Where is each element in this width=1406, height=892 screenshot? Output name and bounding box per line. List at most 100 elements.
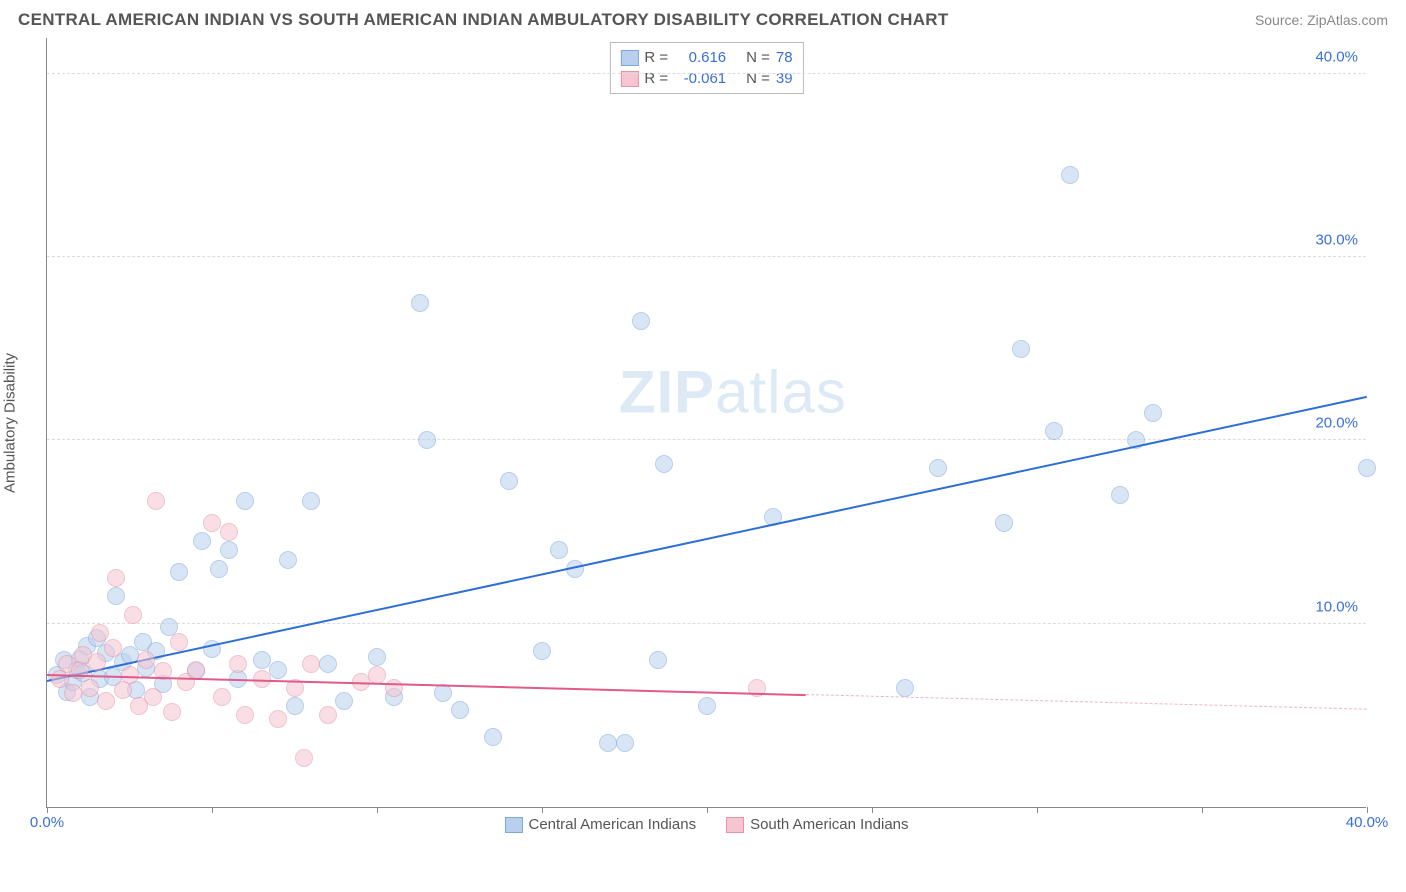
legend-n-value: 78 <box>776 49 793 66</box>
data-point <box>236 492 254 510</box>
data-point <box>500 472 518 490</box>
data-point <box>411 294 429 312</box>
data-point <box>319 706 337 724</box>
data-point <box>335 692 353 710</box>
data-point <box>104 639 122 657</box>
data-point <box>91 624 109 642</box>
data-point <box>279 551 297 569</box>
y-tick-label: 20.0% <box>1315 415 1358 432</box>
data-point <box>1358 459 1376 477</box>
legend-series-name: Central American Indians <box>528 816 696 833</box>
y-tick-label: 10.0% <box>1315 598 1358 615</box>
data-point <box>170 563 188 581</box>
scatter-plot-area: ZIPatlas R =0.616N =78R =-0.061N =39 Cen… <box>46 38 1366 808</box>
data-point <box>269 661 287 679</box>
legend-item: Central American Indians <box>504 816 696 833</box>
legend-row: R = 0.616 N = 78 <box>620 47 792 68</box>
data-point <box>88 653 106 671</box>
data-point <box>616 734 634 752</box>
data-point <box>1061 166 1079 184</box>
data-point <box>193 532 211 550</box>
legend-r-value: 0.616 <box>674 49 726 66</box>
data-point <box>302 492 320 510</box>
data-point <box>147 492 165 510</box>
legend-swatch <box>726 817 744 833</box>
data-point <box>1111 486 1129 504</box>
data-point <box>144 688 162 706</box>
data-point <box>368 648 386 666</box>
data-point <box>550 541 568 559</box>
legend-series-name: South American Indians <box>750 816 908 833</box>
data-point <box>107 587 125 605</box>
data-point <box>124 606 142 624</box>
x-tick <box>47 807 48 813</box>
source-attribution: Source: ZipAtlas.com <box>1255 12 1388 28</box>
data-point <box>203 514 221 532</box>
data-point <box>929 459 947 477</box>
x-tick <box>872 807 873 813</box>
data-point <box>599 734 617 752</box>
data-point <box>81 679 99 697</box>
data-point <box>163 703 181 721</box>
data-point <box>137 651 155 669</box>
correlation-legend-box: R = 0.616 N = 78 R =-0.061N =39 <box>609 42 803 94</box>
data-point <box>995 514 1013 532</box>
x-tick <box>1202 807 1203 813</box>
data-point <box>229 655 247 673</box>
data-point <box>187 661 205 679</box>
trend-line <box>806 694 1367 710</box>
y-tick-label: 40.0% <box>1315 48 1358 65</box>
data-point <box>484 728 502 746</box>
legend-swatch <box>620 50 638 66</box>
data-point <box>319 655 337 673</box>
data-point <box>698 697 716 715</box>
y-axis-label: Ambulatory Disability <box>2 353 19 493</box>
legend-item: South American Indians <box>726 816 908 833</box>
data-point <box>220 523 238 541</box>
data-point <box>451 701 469 719</box>
data-point <box>213 688 231 706</box>
gridline <box>47 623 1366 624</box>
data-point <box>210 560 228 578</box>
legend-row: R =-0.061N =39 <box>620 68 792 89</box>
x-tick <box>212 807 213 813</box>
data-point <box>107 569 125 587</box>
data-point <box>64 684 82 702</box>
chart-title: CENTRAL AMERICAN INDIAN VS SOUTH AMERICA… <box>18 10 949 30</box>
x-tick <box>542 807 543 813</box>
gridline <box>47 73 1366 74</box>
data-point <box>1144 404 1162 422</box>
x-tick-label: 0.0% <box>30 814 64 831</box>
data-point <box>97 692 115 710</box>
x-tick <box>1367 807 1368 813</box>
data-point <box>896 679 914 697</box>
data-point <box>269 710 287 728</box>
y-tick-label: 30.0% <box>1315 232 1358 249</box>
source-link[interactable]: ZipAtlas.com <box>1307 12 1388 28</box>
gridline <box>47 256 1366 257</box>
x-tick-label: 40.0% <box>1346 814 1389 831</box>
data-point <box>1045 422 1063 440</box>
legend-swatch <box>504 817 522 833</box>
data-point <box>385 679 403 697</box>
data-point <box>418 431 436 449</box>
data-point <box>368 666 386 684</box>
watermark: ZIPatlas <box>619 357 847 426</box>
data-point <box>286 697 304 715</box>
data-point <box>253 651 271 669</box>
legend-n-label: N = <box>746 49 770 66</box>
data-point <box>1012 340 1030 358</box>
data-point <box>533 642 551 660</box>
data-point <box>121 666 139 684</box>
source-prefix: Source: <box>1255 12 1307 28</box>
data-point <box>220 541 238 559</box>
data-point <box>236 706 254 724</box>
series-legend: Central American Indians South American I… <box>504 816 908 833</box>
x-tick <box>707 807 708 813</box>
x-tick <box>1037 807 1038 813</box>
data-point <box>295 749 313 767</box>
legend-r-label: R = <box>644 49 668 66</box>
x-tick <box>377 807 378 813</box>
data-point <box>632 312 650 330</box>
data-point <box>302 655 320 673</box>
